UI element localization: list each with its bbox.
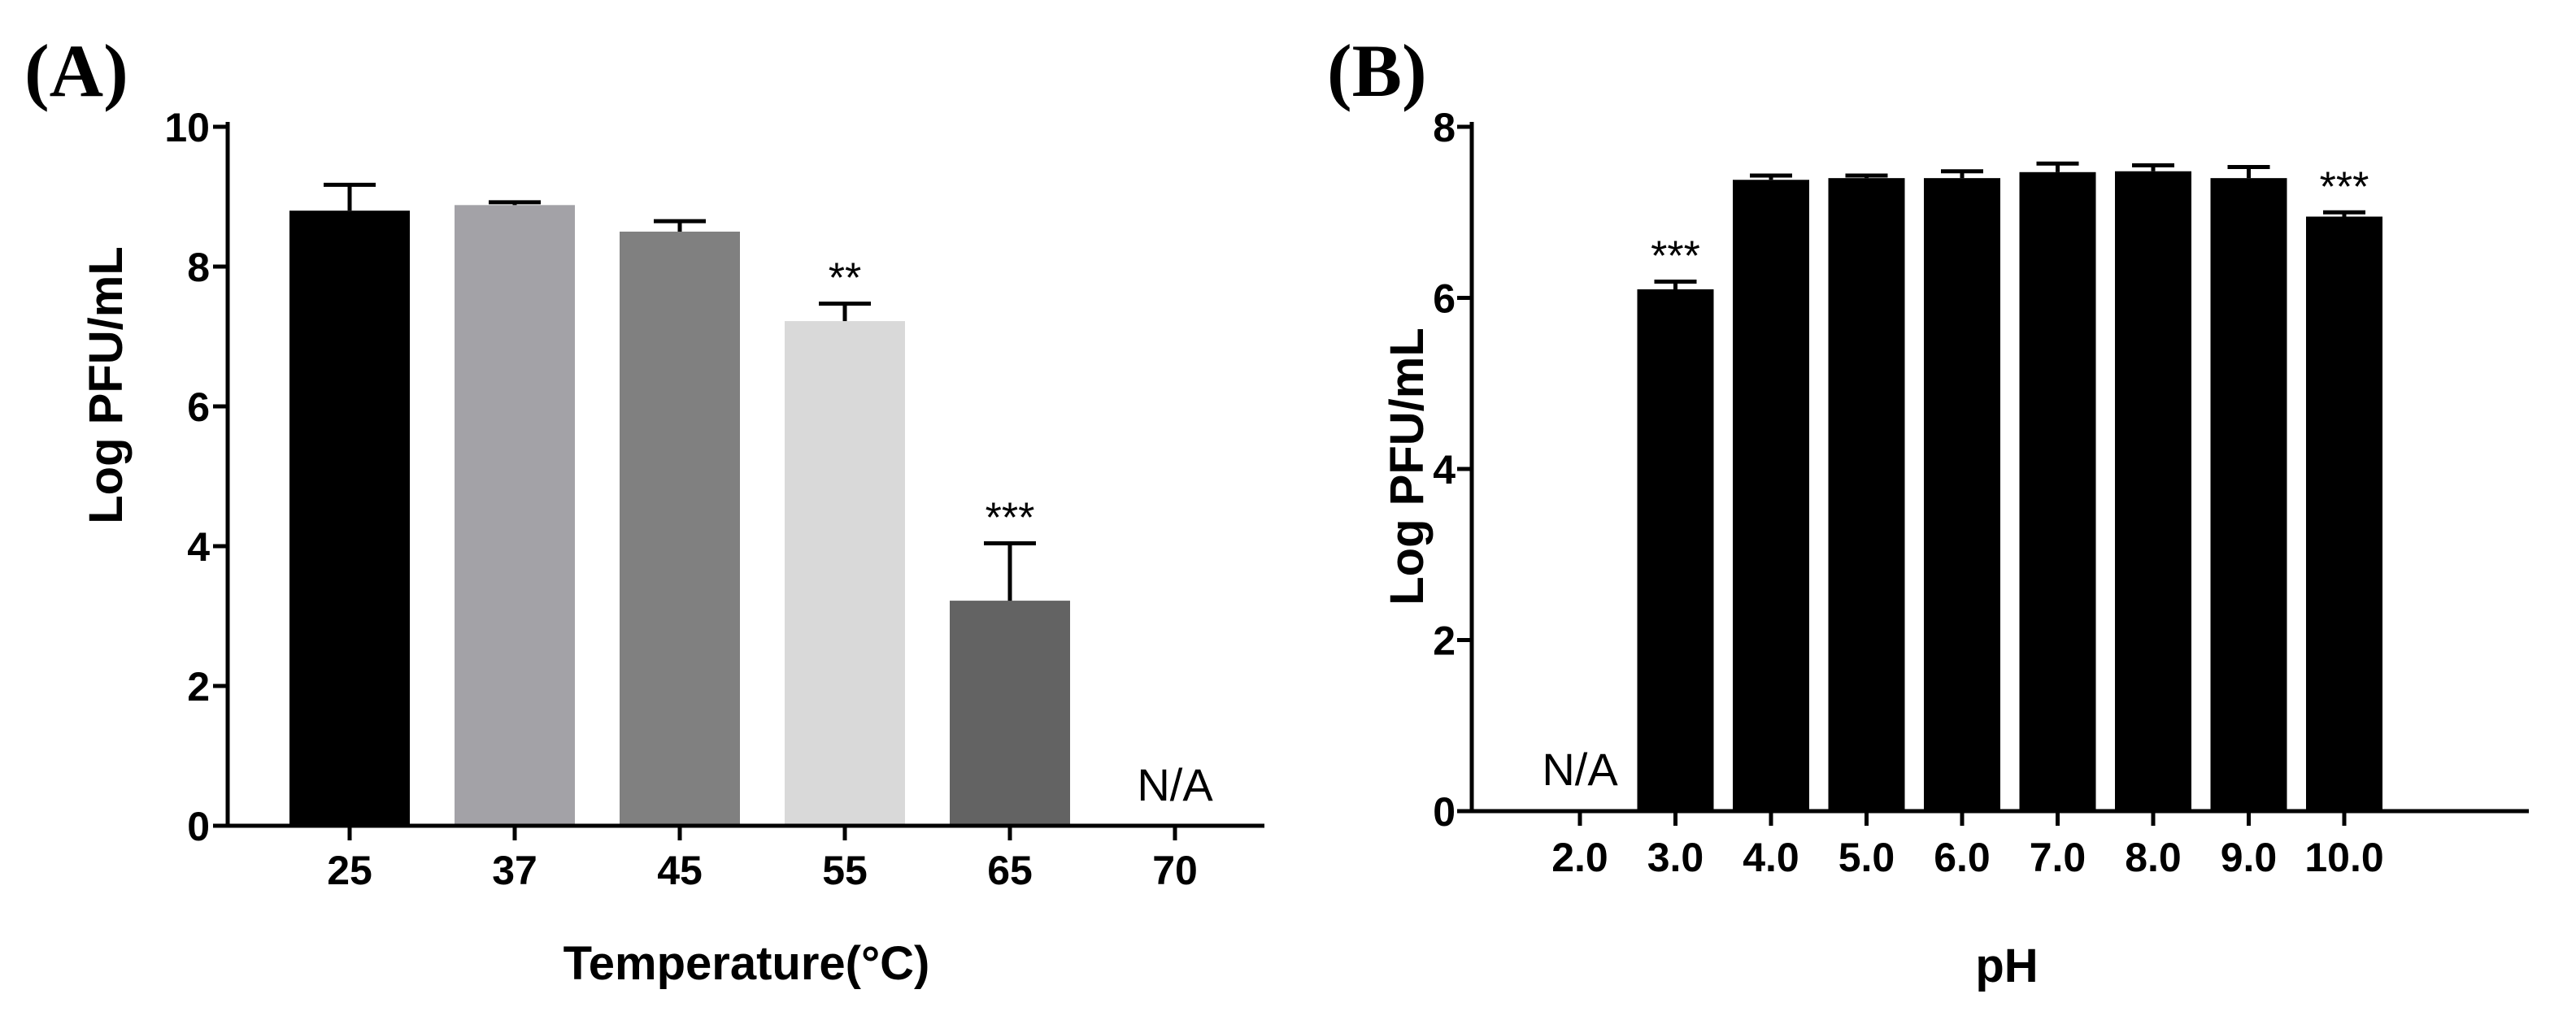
panel-a-x-axis-title: Temperature(°C) bbox=[564, 937, 930, 990]
panel-b-error-bars bbox=[1654, 161, 2365, 289]
x-tick-label: 4.0 bbox=[1743, 835, 1799, 880]
x-tick-label: 55 bbox=[822, 848, 868, 893]
x-tick-label: 7.0 bbox=[2030, 835, 2086, 880]
chart-panel-b: (B) Log PFU/mL pH 0 2 4 6 8 N/A *** *** 2.0 3.0… bbox=[1327, 29, 2529, 992]
bar bbox=[620, 232, 740, 826]
bar bbox=[2210, 178, 2287, 811]
y-tick-label: 8 bbox=[187, 245, 210, 290]
panel-b-bars bbox=[1637, 171, 2382, 812]
panel-a-x-ticks: 25 37 45 55 65 70 bbox=[327, 826, 1198, 893]
x-tick-label: 37 bbox=[492, 848, 537, 893]
y-tick-label: 6 bbox=[1433, 276, 1456, 322]
bar bbox=[289, 211, 410, 826]
x-tick-label: 70 bbox=[1152, 848, 1198, 893]
y-tick-label: 0 bbox=[1433, 789, 1456, 835]
chart-panel-a: (A) Log PFU/mL Temperature(°C) 0 2 4 6 8 10 *… bbox=[24, 29, 1264, 990]
bar bbox=[2306, 216, 2382, 811]
x-tick-label: 8.0 bbox=[2125, 835, 2182, 880]
x-tick-label: 9.0 bbox=[2221, 835, 2278, 880]
significance-label: *** bbox=[986, 495, 1035, 542]
y-tick-label: 8 bbox=[1433, 105, 1456, 150]
panel-b-x-axis-title: pH bbox=[1975, 940, 2038, 992]
bar bbox=[1924, 178, 2000, 811]
y-tick-label: 4 bbox=[1433, 447, 1456, 493]
x-tick-label: 6.0 bbox=[1934, 835, 1991, 880]
y-tick-label: 10 bbox=[164, 105, 210, 150]
bar bbox=[1733, 180, 1809, 811]
y-tick-label: 6 bbox=[187, 384, 210, 430]
bar bbox=[2019, 171, 2096, 812]
x-tick-label: 5.0 bbox=[1838, 835, 1895, 880]
bar bbox=[1828, 178, 1905, 811]
panel-b-y-ticks: 0 2 4 6 8 bbox=[1433, 105, 1472, 835]
significance-label: *** bbox=[2320, 163, 2369, 211]
significance-label: ** bbox=[829, 255, 861, 302]
panel-a-y-ticks: 0 2 4 6 8 10 bbox=[164, 105, 228, 849]
y-tick-label: 2 bbox=[1433, 619, 1456, 664]
bar bbox=[1637, 289, 1714, 812]
panel-a-y-axis-title: Log PFU/mL bbox=[80, 246, 133, 524]
bar bbox=[950, 601, 1070, 826]
x-tick-label: 45 bbox=[657, 848, 703, 893]
bar bbox=[785, 321, 905, 827]
na-label: N/A bbox=[1137, 759, 1213, 810]
panel-b-x-ticks: 2.0 3.0 4.0 5.0 6.0 7.0 8.0 9.0 10.0 bbox=[1551, 811, 2384, 880]
panel-b-label: (B) bbox=[1327, 29, 1427, 112]
panel-a-annotations: *****N/A bbox=[829, 255, 1214, 810]
x-tick-label: 65 bbox=[987, 848, 1033, 893]
y-tick-label: 0 bbox=[187, 804, 210, 849]
y-tick-label: 2 bbox=[187, 664, 210, 710]
panel-a-label: (A) bbox=[24, 29, 128, 112]
y-tick-label: 4 bbox=[187, 524, 210, 570]
bar bbox=[2115, 171, 2191, 812]
panel-b-annotations: N/A *** *** bbox=[1542, 163, 2369, 795]
panel-a-error-bars bbox=[324, 182, 1036, 601]
x-tick-label: 3.0 bbox=[1647, 835, 1704, 880]
significance-label: *** bbox=[1651, 233, 1700, 280]
bar bbox=[455, 205, 575, 826]
x-tick-label: 25 bbox=[327, 848, 372, 893]
na-label: N/A bbox=[1542, 744, 1618, 795]
panel-b-y-axis-title: Log PFU/mL bbox=[1381, 328, 1434, 605]
panel-a-bars bbox=[289, 205, 1070, 827]
x-tick-label: 10.0 bbox=[2304, 835, 2383, 880]
x-tick-label: 2.0 bbox=[1551, 835, 1608, 880]
